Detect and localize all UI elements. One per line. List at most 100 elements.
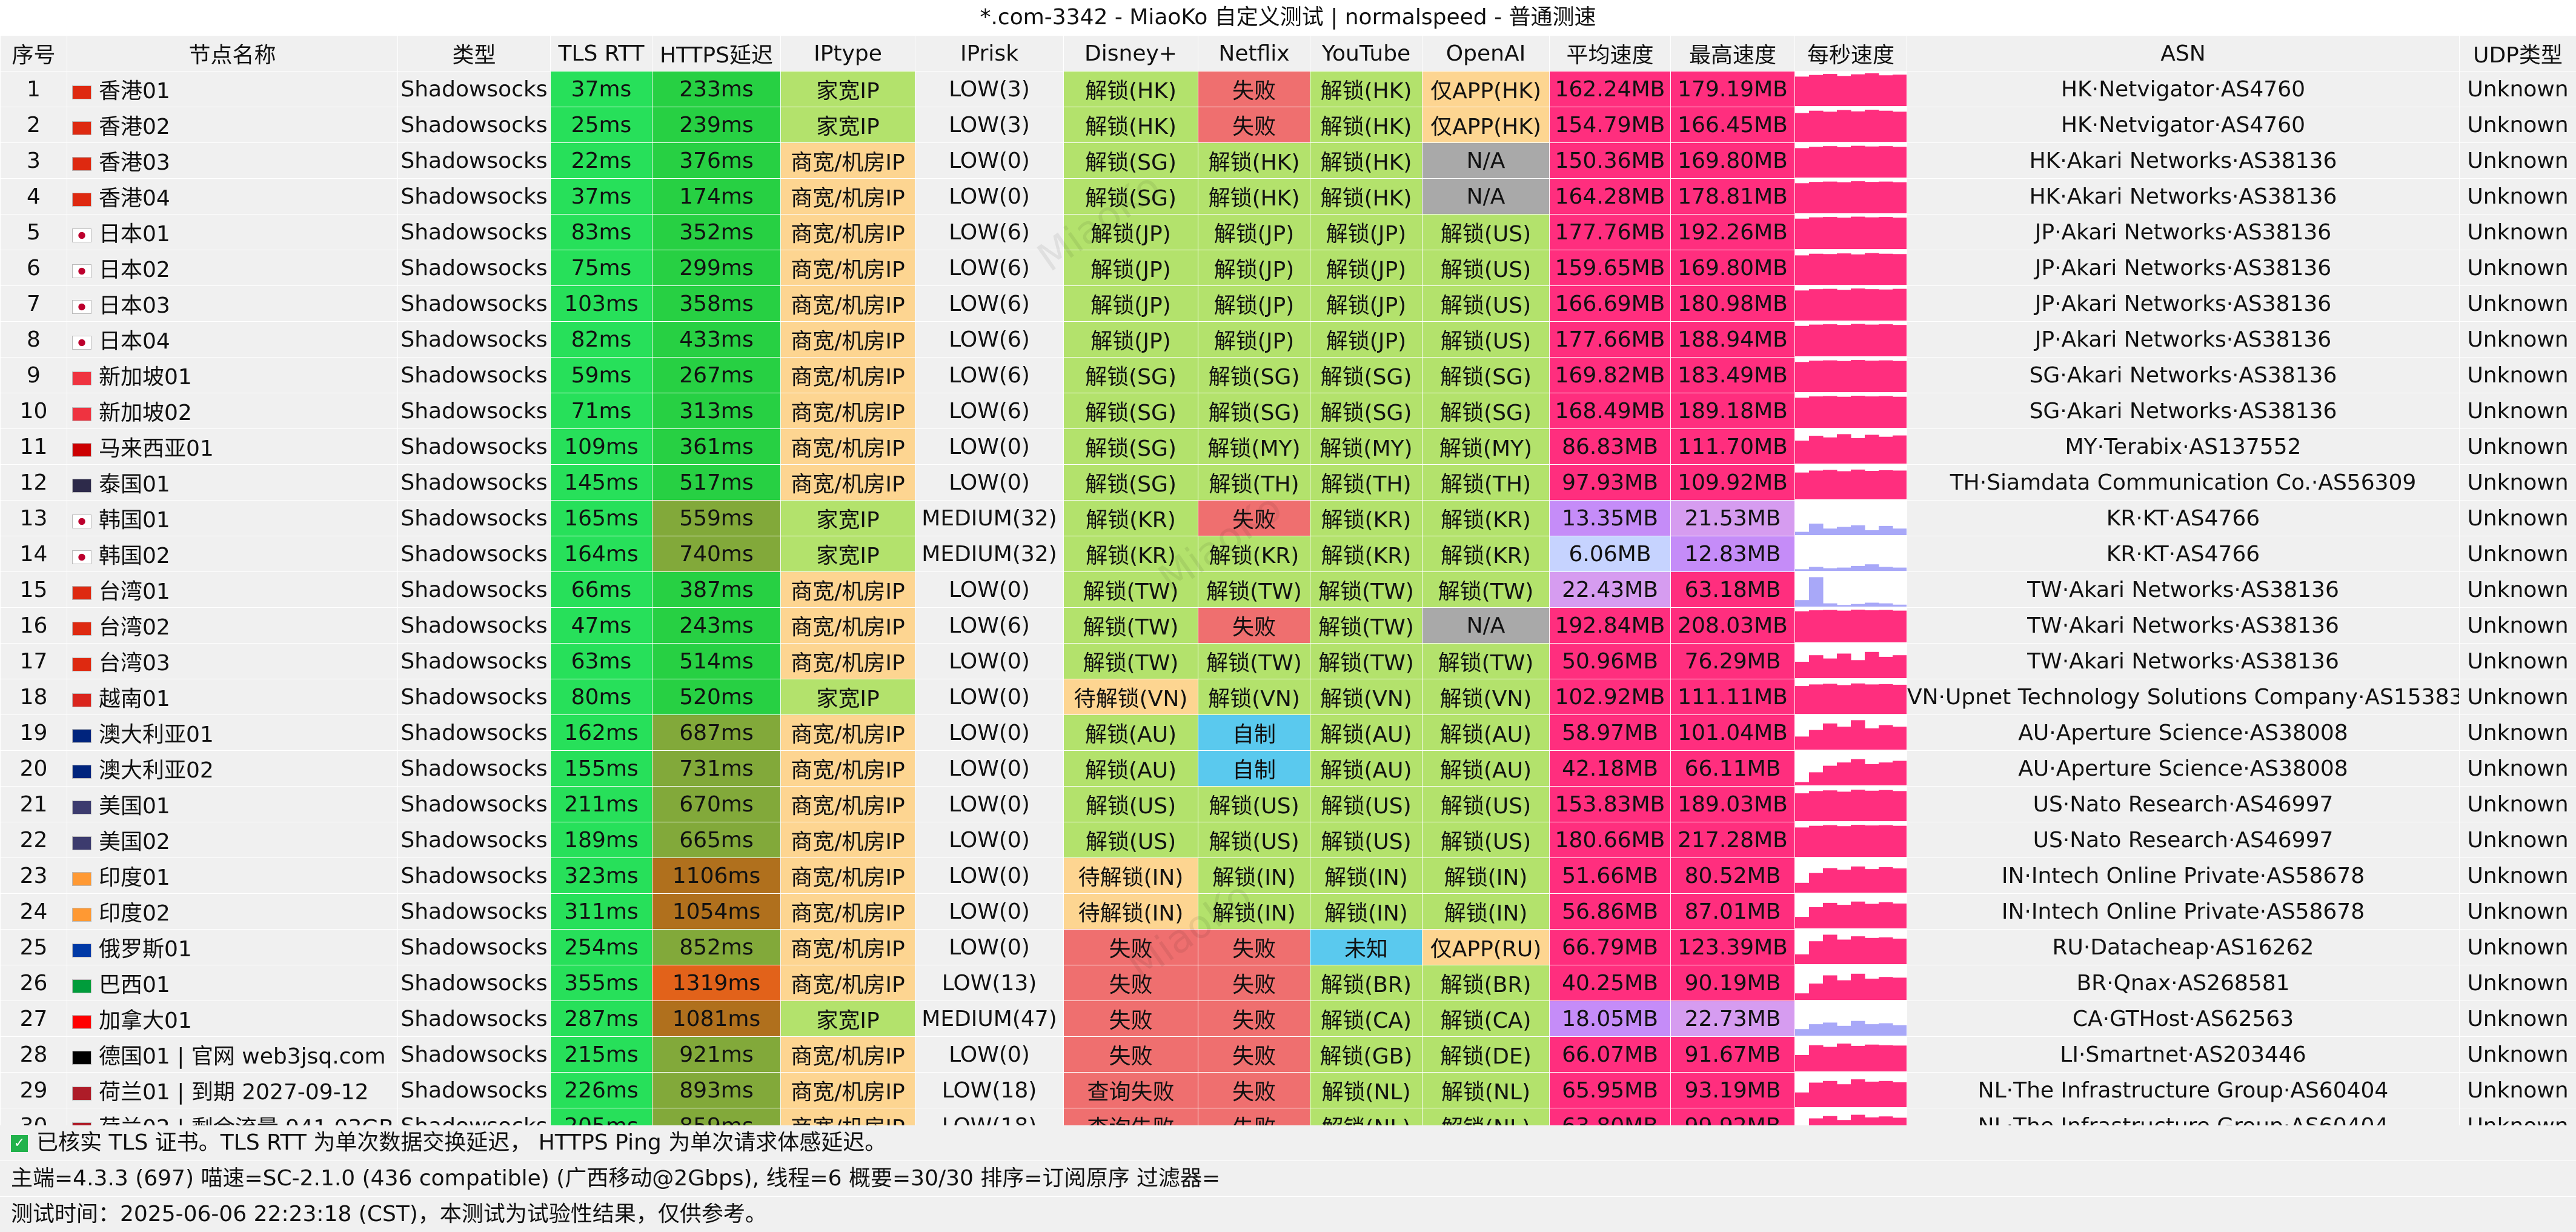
cell-rtt: 80ms — [551, 679, 652, 715]
column-header[interactable]: UDP类型 — [2460, 36, 2576, 72]
cell-https: 233ms — [652, 72, 781, 107]
sparkline-bar — [1809, 111, 1824, 142]
checkmark-icon: ✓ — [11, 1135, 28, 1152]
sparkline-bar — [1837, 568, 1851, 571]
cell-openai: 解锁(KR) — [1422, 536, 1550, 572]
cell-type: Shadowsocks — [398, 751, 551, 787]
column-header[interactable]: IPrisk — [915, 36, 1064, 72]
column-header[interactable]: 每秒速度 — [1795, 36, 1907, 72]
sparkline-bar — [1837, 762, 1851, 785]
column-header[interactable]: 节点名称 — [67, 36, 398, 72]
sparkline-bar — [1809, 684, 1824, 714]
cell-openai: 解锁(US) — [1422, 215, 1550, 250]
sparkline-bar — [1879, 762, 1893, 785]
cell-spark — [1795, 1073, 1907, 1108]
cell-openai: 解锁(CA) — [1422, 1001, 1550, 1037]
cell-udp: Unknown — [2460, 179, 2576, 215]
cell-spark — [1795, 72, 1907, 107]
sparkline-bar — [1795, 662, 1810, 678]
speed-sparkline — [1795, 966, 1907, 1000]
cell-youtube: 解锁(AU) — [1310, 751, 1422, 787]
cell-asn: SG·Akari Networks·AS38136 — [1907, 358, 2460, 393]
cell-netflix: 解锁(JP) — [1198, 322, 1310, 358]
cell-iptype: 商宽/机房IP — [781, 465, 915, 501]
cell-rtt: 63ms — [551, 644, 652, 679]
cell-max: 109.92MB — [1671, 465, 1795, 501]
sparkline-bar — [1893, 977, 1907, 1000]
cell-name: 荷兰01 | 到期 2027-09-12 — [67, 1073, 398, 1108]
cell-https: 387ms — [652, 572, 781, 608]
sparkline-bar — [1837, 527, 1851, 536]
cell-iprisk: LOW(6) — [915, 286, 1064, 322]
column-header[interactable]: Netflix — [1198, 36, 1310, 72]
cell-iptype: 商宽/机房IP — [781, 858, 915, 894]
column-header[interactable]: OpenAI — [1422, 36, 1550, 72]
sparkline-bar — [1893, 655, 1907, 678]
sparkline-bar — [1795, 76, 1810, 106]
column-header[interactable]: 类型 — [398, 36, 551, 72]
flag-ca-icon — [72, 1015, 91, 1029]
column-header[interactable]: 平均速度 — [1550, 36, 1671, 72]
cell-openai: 解锁(US) — [1422, 822, 1550, 858]
sparkline-bar — [1879, 684, 1893, 714]
sparkline-bar — [1837, 940, 1851, 965]
cell-disney: 解锁(SG) — [1064, 179, 1198, 215]
cell-max: 90.19MB — [1671, 965, 1795, 1001]
cell-netflix: 解锁(SG) — [1198, 358, 1310, 393]
cell-netflix: 解锁(US) — [1198, 822, 1310, 858]
column-header[interactable]: HTTPS延迟 — [652, 36, 781, 72]
sparkline-bar — [1893, 397, 1907, 428]
cell-avg: 97.93MB — [1550, 465, 1671, 501]
sparkline-bar — [1837, 147, 1851, 178]
column-header[interactable]: ASN — [1907, 36, 2460, 72]
cell-asn: JP·Akari Networks·AS38136 — [1907, 286, 2460, 322]
sparkline-bar — [1879, 977, 1893, 1000]
cell-iptype: 商宽/机房IP — [781, 143, 915, 179]
sparkline-bar — [1809, 289, 1824, 321]
cell-max: 22.73MB — [1671, 1001, 1795, 1037]
sparkline-bar — [1809, 436, 1824, 464]
cell-max: 111.11MB — [1671, 679, 1795, 715]
sparkline-bar — [1893, 1025, 1907, 1036]
column-header[interactable]: IPtype — [781, 36, 915, 72]
column-header[interactable]: Disney+ — [1064, 36, 1198, 72]
column-header[interactable]: TLS RTT — [551, 36, 652, 72]
cell-name: 加拿大01 — [67, 1001, 398, 1037]
column-header[interactable]: 最高速度 — [1671, 36, 1795, 72]
cell-netflix: 解锁(JP) — [1198, 286, 1310, 322]
cell-netflix: 解锁(TW) — [1198, 644, 1310, 679]
column-header[interactable]: YouTube — [1310, 36, 1422, 72]
cell-openai: 解锁(KR) — [1422, 501, 1550, 536]
column-header[interactable]: 序号 — [1, 36, 67, 72]
